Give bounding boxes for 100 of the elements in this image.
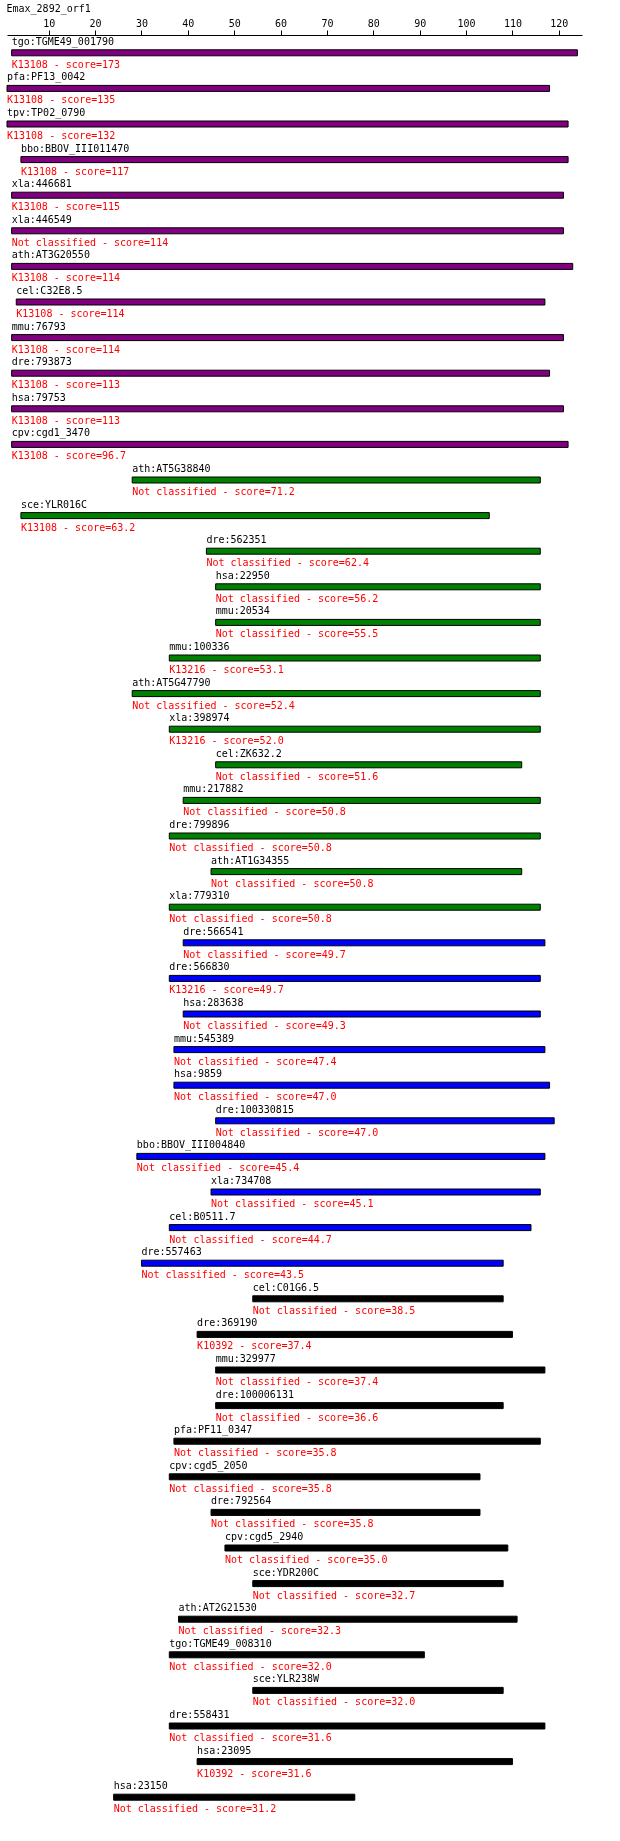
bar (136, 1152, 546, 1160)
bar (11, 227, 564, 235)
bar (6, 84, 551, 92)
x-tick-label: 60 (275, 17, 288, 29)
annotation: Not classified - score=49.7 (183, 948, 346, 960)
y-tick-label: tpv:TP02_0790 (7, 107, 86, 119)
y-tick-label: sce:YLR016C (20, 498, 88, 510)
y-tick-label: xla:398974 (169, 712, 230, 724)
bar (168, 1651, 425, 1659)
y-tick-label: dre:100330815 (215, 1103, 294, 1115)
bar (205, 547, 541, 555)
y-tick-label: hsa:23095 (197, 1744, 252, 1756)
y-tick-label: pfa:PF11_0347 (173, 1424, 253, 1437)
bar (215, 583, 541, 591)
annotation: Not classified - score=43.5 (141, 1269, 305, 1281)
annotation: Not classified - score=51.6 (215, 770, 379, 782)
y-tick-label: dre:799896 (169, 819, 230, 830)
annotation: K13108 - score=135 (7, 94, 116, 106)
bar (168, 832, 541, 840)
annotation: Not classified - score=47.4 (173, 1055, 337, 1067)
y-tick-label: mmu:217882 (183, 783, 244, 795)
annotation: Not classified - score=35.8 (173, 1447, 337, 1459)
y-tick-label: dre:566830 (169, 961, 230, 973)
y-tick-label: cpv:cgd5_2050 (169, 1459, 248, 1472)
y-tick-label: ath:AT2G21530 (178, 1602, 257, 1614)
y-tick-label: hsa:23150 (113, 1780, 168, 1792)
bar (252, 1295, 504, 1303)
x-tick-label: 10 (43, 17, 56, 29)
y-tick-label: mmu:329977 (215, 1353, 276, 1364)
bar (11, 49, 578, 57)
bar (20, 156, 569, 164)
bar (113, 1793, 356, 1801)
annotation: Not classified - score=35.8 (211, 1518, 374, 1530)
annotation: Not classified - score=50.8 (211, 877, 374, 889)
annotation: K13216 - score=53.1 (169, 664, 284, 675)
bar (215, 1117, 555, 1125)
y-tick-label: ath:AT5G38840 (132, 463, 211, 474)
annotation: K13108 - score=132 (7, 130, 116, 141)
annotation: Not classified - score=38.5 (252, 1304, 416, 1316)
bar (210, 1188, 541, 1196)
bar (11, 191, 564, 199)
annotation: K13108 - score=113 (11, 414, 121, 426)
annotation: K10392 - score=31.6 (197, 1767, 312, 1779)
bar (173, 1081, 551, 1089)
y-tick-label: mmu:100336 (169, 641, 230, 652)
bar (215, 761, 523, 769)
x-tick-label: 50 (228, 17, 241, 29)
annotation: K13108 - score=173 (11, 58, 121, 70)
y-tick-label: sce:YLR238W (252, 1673, 320, 1685)
bar (210, 868, 523, 876)
x-tick-label: 90 (414, 17, 427, 29)
annotation: Not classified - score=31.2 (113, 1803, 277, 1815)
y-tick-label: dre:566541 (183, 925, 244, 937)
y-tick-label: bbo:BBOV_III011470 (20, 142, 130, 155)
y-tick-label: xla:446549 (11, 213, 72, 225)
annotation: Not classified - score=71.2 (132, 486, 295, 497)
y-tick-label: ath:AT1G34355 (211, 854, 290, 866)
annotation: Not classified - score=32.0 (169, 1660, 332, 1672)
y-tick-label: dre:558431 (169, 1709, 230, 1720)
bar (20, 512, 490, 520)
annotation: Not classified - score=35.0 (224, 1554, 388, 1565)
x-tick-label: 70 (321, 17, 334, 29)
annotation: K13216 - score=49.7 (169, 984, 284, 996)
y-tick-label: cel:C32E8.5 (16, 285, 83, 296)
annotation: Not classified - score=114 (11, 236, 169, 248)
bar (11, 405, 564, 413)
bar (11, 262, 574, 270)
bar (252, 1580, 504, 1588)
y-tick-label: cel:ZK632.2 (215, 747, 282, 759)
y-tick-label: sce:YDR200C (252, 1566, 319, 1578)
y-tick-label: dre:100006131 (215, 1388, 294, 1400)
y-tick-label: dre:562351 (206, 534, 267, 546)
y-tick-label: bbo:BBOV_III004840 (136, 1139, 246, 1152)
annotation: Not classified - score=45.1 (211, 1198, 374, 1209)
x-tick-label: 120 (550, 17, 569, 29)
annotation: K13108 - score=114 (11, 343, 121, 355)
annotation: Not classified - score=49.3 (183, 1020, 346, 1031)
annotation: Not classified - score=50.8 (169, 842, 332, 853)
bar (252, 1686, 504, 1694)
annotation: Not classified - score=50.8 (183, 806, 346, 818)
bar (215, 1366, 546, 1374)
annotation: Not classified - score=62.4 (206, 557, 369, 569)
x-tick-label: 110 (503, 17, 522, 29)
annotation: Not classified - score=32.0 (252, 1696, 416, 1708)
bar (224, 1544, 509, 1552)
y-tick-label: mmu:76793 (11, 320, 66, 332)
annotation: Not classified - score=31.6 (169, 1732, 332, 1743)
y-tick-label: pfa:PF13_0042 (7, 71, 86, 84)
annotation: Not classified - score=37.4 (215, 1376, 379, 1387)
bar (215, 618, 541, 626)
y-tick-label: xla:734708 (211, 1175, 272, 1186)
annotation: Not classified - score=35.8 (169, 1482, 332, 1494)
x-tick-label: 100 (457, 17, 476, 29)
bar (11, 334, 564, 342)
bar (182, 796, 541, 804)
y-tick-label: ath:AT5G47790 (132, 676, 211, 688)
bar (210, 1508, 481, 1516)
y-tick-label: mmu:20534 (215, 605, 270, 617)
y-tick-label: cpv:cgd1_3470 (11, 427, 90, 440)
bar (168, 974, 541, 982)
